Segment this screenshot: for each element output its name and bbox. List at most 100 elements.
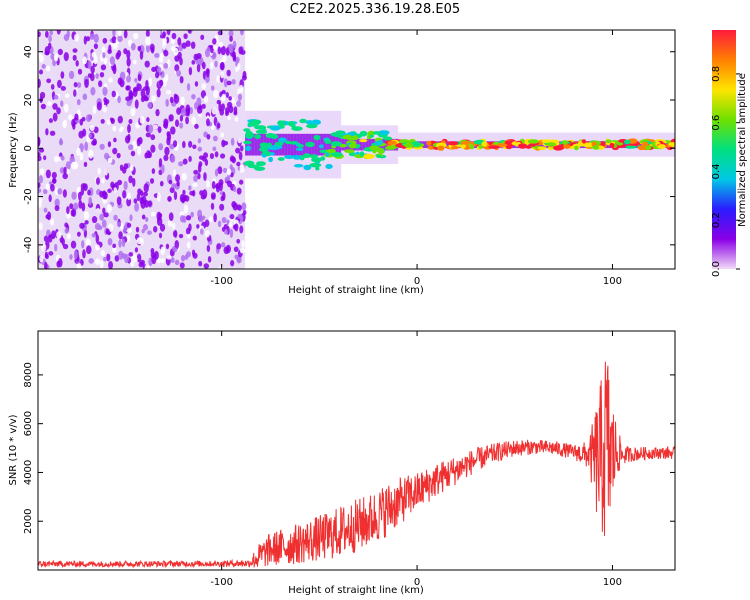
spectrogram-noise-blob: [165, 73, 169, 82]
spectrogram-noise-blob: [117, 115, 123, 124]
spectrogram-noise-blob: [223, 78, 228, 88]
spectrogram-band-cell: [251, 133, 255, 156]
spectrogram-noise-blob: [48, 194, 52, 203]
spectrogram-ytick-label: -40: [23, 237, 34, 253]
spectrogram-noise-blob: [87, 189, 91, 196]
snr-panel: -100 0 100 2000 4000 6000 8000 Height of strai…: [8, 330, 676, 596]
spectrogram-noise-blob: [44, 261, 48, 269]
spectrogram-signal-blob: [598, 146, 604, 150]
spectrogram-noise-blob: [209, 152, 215, 160]
spectrogram-noise-blob: [227, 114, 231, 121]
spectrogram-xtick-label: 0: [414, 276, 420, 287]
colorbar-tick-label: 0.8: [711, 66, 722, 82]
spectrogram-noise-blob: [138, 261, 144, 268]
spectrogram-noise-blob: [72, 54, 77, 61]
spectrogram-noise-blob: [80, 183, 87, 190]
spectrogram-signal-blob: [243, 140, 252, 145]
spectrogram-noise-blob: [88, 196, 93, 206]
spectrogram-noise-blob: [49, 30, 53, 36]
spectrogram-noise-blob: [236, 161, 241, 167]
spectrogram-noise-blob: [107, 157, 113, 164]
spectrogram-noise-blob: [76, 147, 81, 157]
spectrogram-noise-blob: [72, 122, 76, 130]
spectrogram-noise-blob: [185, 215, 192, 221]
spectrogram-noise-blob: [59, 137, 63, 146]
spectrogram-noise-blob: [144, 264, 150, 269]
spectrogram-noise-blob: [166, 255, 172, 260]
spectrogram-noise-blob: [82, 249, 86, 259]
spectrogram-noise-blob: [78, 200, 83, 209]
spectrogram-noise-blob: [192, 144, 197, 150]
spectrogram-noise-blob: [204, 158, 209, 166]
spectrogram-noise-blob: [179, 215, 185, 223]
spectrogram-noise-blob: [173, 47, 179, 56]
spectrogram-noise-blob: [197, 209, 203, 219]
spectrogram-noise-blob: [116, 196, 122, 206]
spectrogram-noise-blob: [242, 209, 247, 216]
spectrogram-noise-blob: [77, 68, 83, 75]
spectrogram-noise-blob: [206, 46, 211, 52]
spectrogram-noise-blob: [163, 154, 169, 162]
spectrogram-noise-blob: [46, 78, 52, 84]
snr-ytick-label: 6000: [23, 411, 34, 436]
spectrogram-noise-blob: [64, 93, 70, 99]
spectrogram-noise-blob: [63, 33, 70, 42]
spectrogram-signal-blob: [546, 142, 557, 147]
spectrogram-signal-blob: [290, 155, 301, 159]
spectrogram-signal-blob: [288, 141, 299, 145]
spectrogram-signal-blob: [582, 142, 594, 148]
spectrogram-noise-blob: [211, 107, 217, 115]
spectrogram-noise-blob: [179, 262, 185, 269]
spectrogram-noise-blob: [133, 256, 138, 263]
spectrogram-noise-blob: [38, 175, 43, 184]
spectrogram-signal-blob: [372, 131, 381, 135]
spectrogram-noise-blob: [76, 231, 81, 237]
spectrogram-noise-blob: [95, 73, 99, 79]
spectrogram-noise-blob: [71, 161, 77, 170]
spectrogram-noise-blob: [238, 46, 244, 55]
spectrogram-panel: -100 0 100 -40 -20 0 20 40 Height of straight l…: [8, 29, 676, 296]
spectrogram-noise-blob: [196, 105, 203, 114]
spectrogram-noise-blob: [183, 33, 188, 40]
spectrogram-signal-blob: [269, 152, 275, 156]
spectrogram-noise-blob: [196, 224, 200, 229]
spectrogram-noise-blob: [107, 141, 112, 148]
spectrogram-signal-blob: [293, 164, 304, 168]
spectrogram-signal-blob: [605, 139, 612, 144]
spectrogram-noise-blob: [125, 96, 131, 102]
spectrogram-noise-blob: [96, 101, 102, 111]
spectrogram-noise-blob: [209, 45, 214, 54]
spectrogram-noise-blob: [145, 30, 150, 38]
spectrogram-noise-blob: [43, 235, 49, 242]
spectrogram-frame: [37, 29, 676, 270]
spectrogram-signal-blob: [525, 145, 532, 149]
spectrogram-noise-blob: [229, 228, 234, 238]
spectrogram-noise-blob: [205, 230, 210, 238]
spectrogram-noise-blob: [220, 242, 226, 248]
spectrogram-noise-blob: [116, 152, 121, 159]
spectrogram-signal-blob: [303, 164, 312, 171]
spectrogram-noise-blob: [40, 103, 47, 110]
spectrogram-signal-blob: [377, 139, 383, 145]
spectrogram-xlabel: Height of straight line (km): [288, 285, 424, 296]
spectrogram-band-cell: [425, 141, 429, 149]
spectrogram-noise-blob: [217, 166, 223, 175]
spectrogram-signal-blob: [259, 142, 269, 148]
spectrogram-noise-blob: [88, 149, 94, 159]
spectrogram-noise-blob: [210, 85, 215, 91]
spectrogram-noise-blob: [38, 78, 41, 88]
spectrogram-noise-blob: [99, 260, 104, 269]
spectrogram-noise-blob: [39, 254, 44, 263]
spectrogram-noise-blob: [95, 234, 100, 244]
spectrogram-noise-blob: [239, 225, 244, 234]
spectrogram-noise-blob: [239, 179, 244, 185]
spectrogram-noise-blob: [231, 156, 236, 164]
spectrogram-noise-blob: [63, 103, 69, 113]
spectrogram-band-cell: [254, 133, 258, 156]
spectrogram-noise-blob: [63, 51, 69, 62]
snr-xtick-label: 0: [414, 577, 420, 588]
spectrogram-signal-blob: [411, 141, 421, 147]
spectrogram-noise-blob: [108, 77, 113, 83]
spectrogram-noise-blob: [102, 52, 106, 59]
spectrogram-noise-blob: [172, 169, 177, 177]
